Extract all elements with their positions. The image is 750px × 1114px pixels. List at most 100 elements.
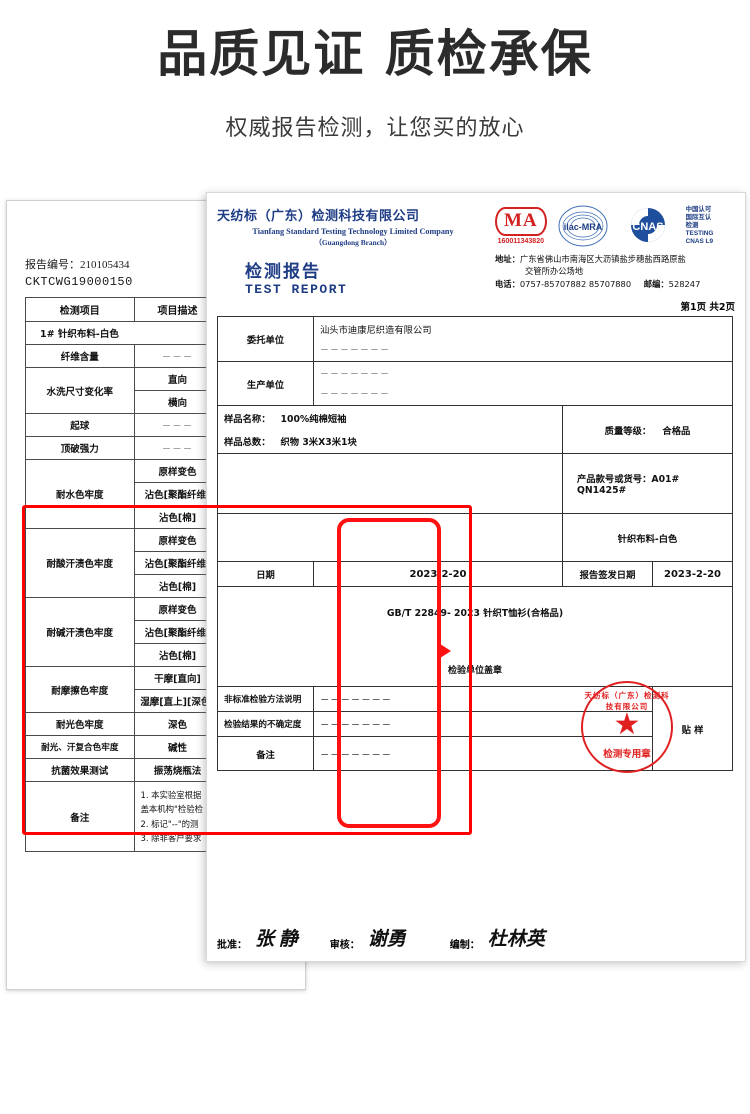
prepare-signature: 杜林英 (487, 929, 545, 950)
test-date-value: 2023-2-20 (313, 561, 563, 587)
cnas-line: 国际互认 (685, 213, 712, 221)
zip-value: 528247 (668, 278, 701, 289)
quality-label: 质量等级： (604, 425, 652, 437)
seal-label: 检验单位盖章 (447, 666, 502, 676)
left-report-code: CKTCWG19000150 (25, 275, 133, 289)
sample-label-cell: 1# 针织布料-白色 (24, 321, 222, 345)
report-letterhead: 天纺标（广东）检测科技有限公司 Tianfang Standard Testin… (207, 193, 745, 297)
cnas-line: 检测 (685, 221, 699, 229)
page-number: 第1页 共2页 (680, 302, 735, 313)
producer-dash-2: －－－－－－－ (320, 390, 391, 400)
client-label: 委托单位 (217, 316, 314, 362)
cma-logo-icon: MA 160011343820 (495, 207, 547, 245)
product-no-value: A01# QN1425# (577, 474, 680, 496)
cnas-line: 中国认可 (685, 205, 712, 213)
signature-row: 批准： 张 静 审核： 谢勇 编制： 杜林英 (217, 924, 737, 951)
row-item: 顶破强力 (25, 436, 135, 460)
row-item: 纤维含量 (25, 344, 135, 368)
address-value: 广东省佛山市南海区大沥镇盐步穗盐西路原盐 (519, 254, 686, 264)
client-value-cell: 汕头市迪康尼织造有限公司 －－－－－－－ (313, 316, 733, 362)
producer-value-cell: －－－－－－－ －－－－－－－ (313, 361, 733, 406)
official-seal-stamp-icon: 天纺标（广东）检测科技有限公司 ★ 检测专用章 (581, 681, 673, 773)
test-date-label: 日期 (217, 561, 314, 587)
blank-cell (217, 513, 563, 562)
table-row-producer: 生产单位 －－－－－－－ －－－－－－－ (217, 361, 733, 406)
left-report-header: 报告编号：210105434 CKTCWG19000150 (7, 201, 305, 289)
cma-badge-text: MA (495, 207, 547, 236)
table-row-dates: 日期 2023-2-20 报告签发日期 2023-2-20 (217, 561, 733, 587)
sample-count-label: 样品总数： (224, 437, 271, 448)
sample-name-value: 100%纯棉短袖 (280, 414, 347, 425)
producer-label: 生产单位 (217, 361, 314, 406)
remark-note: 盖本机构"检验检 (140, 804, 204, 815)
report-no-label: 报告编号： (25, 259, 80, 271)
phone-label: 电话： (495, 278, 520, 289)
company-name-en: Tianfang Standard Testing Technology Lim… (252, 227, 454, 236)
letterhead-left: 天纺标（广东）检测科技有限公司 Tianfang Standard Testin… (217, 205, 489, 297)
row-item: 耐摩擦色牢度 (25, 666, 135, 713)
letterhead-right: MA 160011343820 ilac-MRA (489, 205, 737, 297)
address-line1: 地址：广东省佛山市南海区大沥镇盐步穗盐西路原盐 (495, 253, 737, 265)
company-name-cn: 天纺标（广东）检测科技有限公司 (217, 209, 420, 224)
stamp-arc-bottom: 检测专用章 (603, 749, 651, 760)
remark-note: 3. 除非客户要求 (140, 832, 202, 843)
row-item: 耐酸汗渍色牢度 (25, 528, 135, 598)
table-row-product: 产品款号或货号：A01# QN1425# (217, 453, 733, 514)
approve-label: 批准： (217, 940, 247, 951)
product-no-label: 产品款号或货号： (577, 474, 652, 485)
product-no-cell: 产品款号或货号：A01# QN1425# (562, 453, 733, 514)
remark-note: 1. 本实验室根据 (140, 789, 202, 800)
svg-text:CNAS: CNAS (632, 221, 663, 233)
row-item: 耐水色牢度 (25, 459, 135, 529)
row-item: 抗菌效果测试 (25, 758, 135, 782)
main-report-document: 天纺标（广东）检测科技有限公司 Tianfang Standard Testin… (206, 192, 746, 962)
left-report-number: 报告编号：210105434 (25, 256, 305, 272)
review-label: 审核： (329, 940, 360, 951)
quality-value: 合格品 (662, 425, 691, 437)
page-banner: 品质见证 质检承保 权威报告检测，让您买的放心 (0, 0, 750, 142)
zip-label: 邮编： (643, 278, 669, 289)
table-row-sample: 样品名称： 100%纯棉短袖 样品总数： 织物 3米X3米1块 质量等级： 合格品 (217, 405, 733, 454)
stamp-star-icon: ★ (613, 708, 641, 742)
sample-name-line: 样品名称： 100%纯棉短袖 (224, 411, 556, 425)
row-item: 耐碱汗渍色牢度 (25, 597, 135, 667)
issue-date-label: 报告签发日期 (562, 561, 653, 587)
row-item: 耐光色牢度 (25, 712, 135, 736)
cma-number: 160011343820 (497, 238, 544, 245)
phone-value: 0757-85707882 85707880 (519, 278, 632, 289)
quality-grade-cell: 质量等级： 合格品 (562, 405, 733, 454)
issue-date-value: 2023-2-20 (652, 561, 733, 587)
cnas-line: CNAS L9 (685, 238, 713, 246)
certification-logos: MA 160011343820 ilac-MRA (495, 205, 737, 247)
company-address-block: 地址：广东省佛山市南海区大沥镇盐步穗盐西路原盐 交管所办公场地 电话：0757-… (495, 253, 737, 290)
table-row-sample-desc: 针织布料-白色 (217, 513, 733, 562)
company-branch-en: （Guangdong Branch） (314, 238, 392, 247)
review-signature: 谢勇 (367, 929, 406, 950)
phone-line: 电话：0757-85707882 85707880 邮编：528247 (495, 278, 737, 290)
producer-dash-1: －－－－－－－ (320, 370, 391, 380)
remark-note: 2. 标记"--"的测 (140, 818, 199, 829)
client-name: 汕头市迪康尼织造有限公司 (320, 325, 432, 336)
cnas-line: TESTING (685, 230, 714, 238)
blank-cell (217, 453, 563, 514)
sample-name-label: 样品名称： (224, 414, 271, 425)
cnas-logo-icon: CNAS (619, 205, 677, 247)
standard-value: GB/T 22849- 2023 针织T恤衫(合格品) (386, 608, 564, 619)
standard-cell: GB/T 22849- 2023 针织T恤衫(合格品) 检验单位盖章 (217, 586, 733, 687)
cnas-accreditation-text: 中国认可 国际互认 检测 TESTING CNAS L9 (686, 206, 714, 247)
sample-info-cell: 样品名称： 100%纯棉短袖 样品总数： 织物 3米X3米1块 (217, 405, 563, 454)
uncertainty-label: 检验结果的不确定度 (217, 711, 314, 737)
banner-title: 品质见证 质检承保 (157, 25, 593, 83)
sample-count-line: 样品总数： 织物 3米X3米1块 (224, 434, 556, 448)
row-item: 起球 (25, 413, 135, 437)
address-line2: 交管所办公场地 (525, 266, 584, 277)
banner-subtitle: 权威报告检测，让您买的放心 (225, 115, 525, 141)
address-label: 地址： (495, 254, 520, 264)
report-title-en: TEST REPORT (245, 282, 348, 297)
row-item: 水洗尺寸变化率 (25, 367, 135, 414)
remark-label: 备注 (217, 736, 314, 771)
remark-label: 备注 (25, 781, 135, 852)
client-dash: －－－－－－－ (320, 346, 391, 356)
col-header-item: 检测项目 (25, 297, 135, 322)
sample-desc-cell: 针织布料-白色 (562, 513, 733, 562)
